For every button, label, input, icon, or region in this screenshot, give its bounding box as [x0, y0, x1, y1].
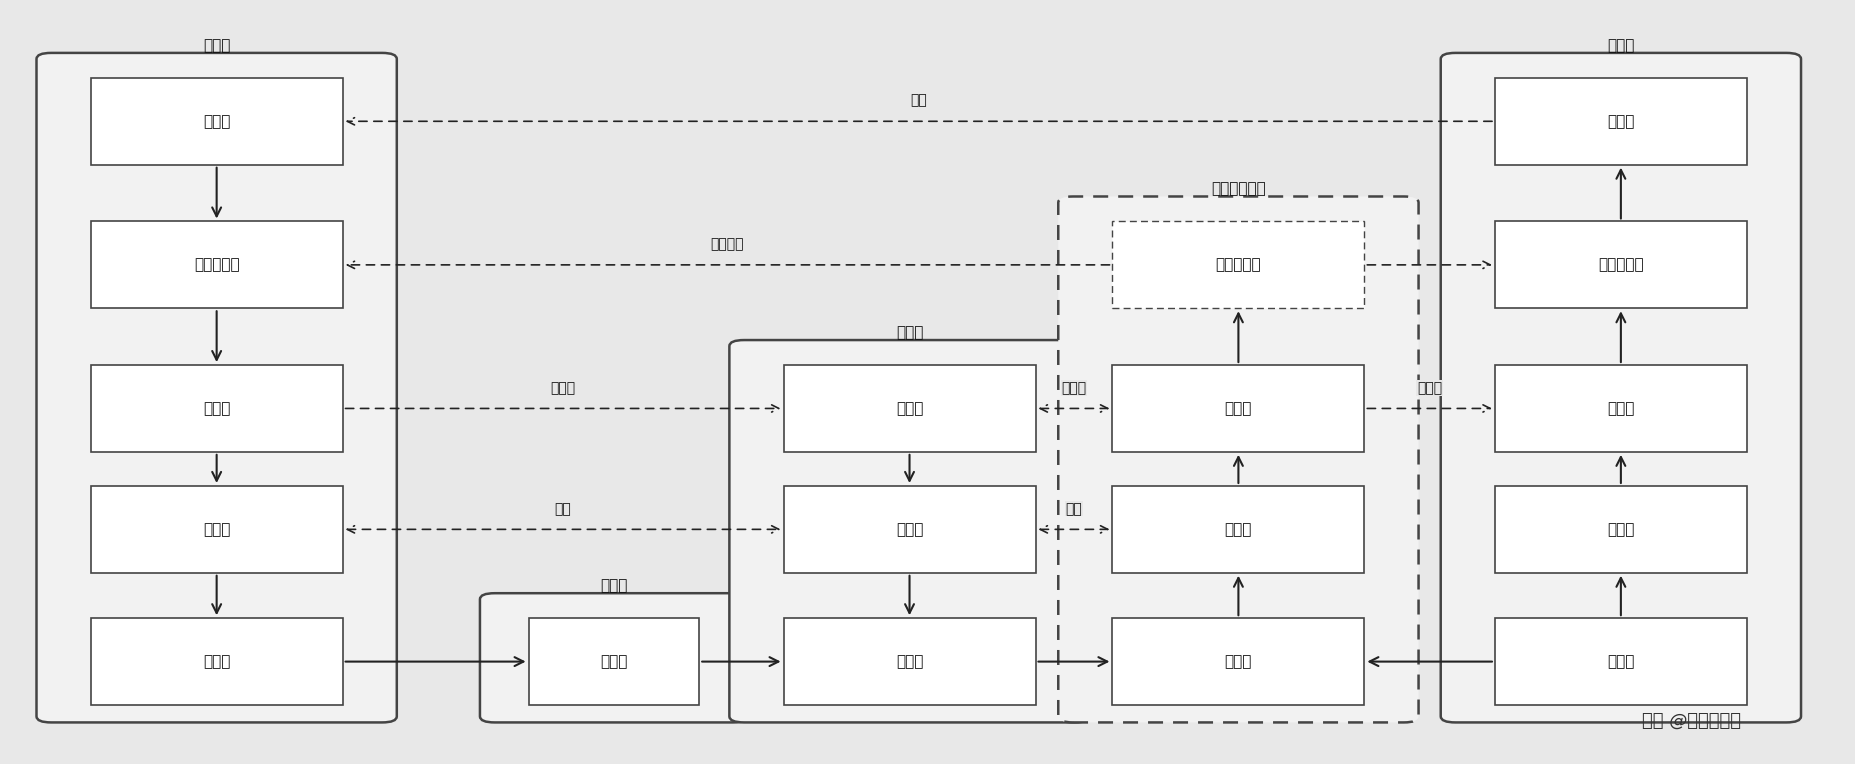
FancyBboxPatch shape — [1111, 486, 1363, 573]
Text: 传输控制层: 传输控制层 — [1597, 257, 1644, 273]
FancyBboxPatch shape — [1111, 618, 1363, 705]
Text: 链路层: 链路层 — [1224, 522, 1252, 537]
Text: 下一跳: 下一跳 — [1417, 380, 1441, 395]
FancyBboxPatch shape — [783, 618, 1035, 705]
Text: 物理层: 物理层 — [1606, 654, 1634, 669]
Text: 三次握手: 三次握手 — [710, 238, 744, 251]
Text: 交换机: 交换机 — [599, 578, 627, 593]
FancyBboxPatch shape — [91, 486, 343, 573]
FancyBboxPatch shape — [1493, 618, 1746, 705]
FancyBboxPatch shape — [529, 618, 699, 705]
Text: 网络层: 网络层 — [1224, 401, 1252, 416]
Text: 应用层: 应用层 — [202, 114, 230, 129]
FancyBboxPatch shape — [1493, 365, 1746, 452]
Text: 网络层: 网络层 — [896, 401, 922, 416]
Text: 链路层: 链路层 — [896, 522, 922, 537]
FancyBboxPatch shape — [1493, 78, 1746, 165]
FancyBboxPatch shape — [1057, 196, 1417, 723]
Text: 物理层: 物理层 — [896, 654, 922, 669]
Text: 链路层: 链路层 — [1606, 522, 1634, 537]
FancyBboxPatch shape — [1111, 222, 1363, 309]
Text: 网络层: 网络层 — [1606, 401, 1634, 416]
Text: 节点: 节点 — [555, 502, 571, 516]
FancyBboxPatch shape — [783, 486, 1035, 573]
Text: 链路层: 链路层 — [202, 522, 230, 537]
Text: 服务端: 服务端 — [1606, 38, 1634, 53]
FancyBboxPatch shape — [91, 365, 343, 452]
FancyBboxPatch shape — [37, 53, 397, 723]
FancyBboxPatch shape — [783, 365, 1035, 452]
Text: 物理层: 物理层 — [1224, 654, 1252, 669]
Text: 物理层: 物理层 — [202, 654, 230, 669]
Text: 下一跳: 下一跳 — [551, 380, 575, 395]
Text: 传输控制层: 传输控制层 — [193, 257, 239, 273]
FancyBboxPatch shape — [1111, 365, 1363, 452]
FancyBboxPatch shape — [91, 222, 343, 309]
Text: 下一跳: 下一跳 — [1061, 380, 1085, 395]
Text: 传输控制层: 传输控制层 — [1215, 257, 1261, 273]
FancyBboxPatch shape — [91, 618, 343, 705]
Text: 网络层: 网络层 — [202, 401, 230, 416]
Text: 四层负载均衡: 四层负载均衡 — [1209, 182, 1265, 196]
Text: 节点: 节点 — [1065, 502, 1081, 516]
FancyBboxPatch shape — [91, 78, 343, 165]
FancyBboxPatch shape — [1439, 53, 1799, 723]
FancyBboxPatch shape — [1493, 222, 1746, 309]
Text: 客户端: 客户端 — [202, 38, 230, 53]
Text: 路由器: 路由器 — [896, 325, 922, 340]
FancyBboxPatch shape — [480, 593, 748, 723]
Text: 应用层: 应用层 — [1606, 114, 1634, 129]
Text: 端点: 端点 — [911, 94, 928, 108]
Text: 头条 @马士兵老师: 头条 @马士兵老师 — [1642, 711, 1740, 730]
Text: 物理层: 物理层 — [599, 654, 627, 669]
FancyBboxPatch shape — [729, 340, 1089, 723]
FancyBboxPatch shape — [1493, 486, 1746, 573]
